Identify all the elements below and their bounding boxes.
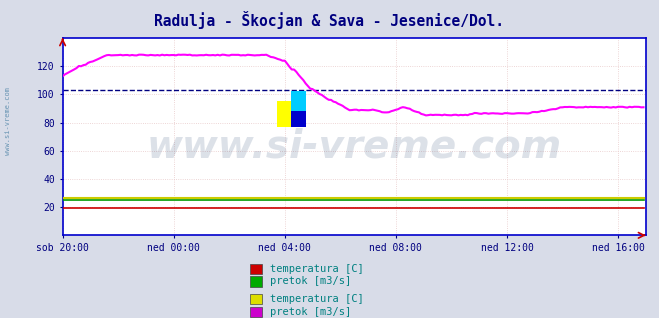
Text: pretok [m3/s]: pretok [m3/s] xyxy=(270,276,351,287)
Bar xyxy=(291,91,306,113)
Text: temperatura [C]: temperatura [C] xyxy=(270,294,364,304)
Text: temperatura [C]: temperatura [C] xyxy=(270,264,364,274)
Text: Radulja - Škocjan & Sava - Jesenice/Dol.: Radulja - Škocjan & Sava - Jesenice/Dol. xyxy=(154,11,505,29)
Bar xyxy=(277,101,291,127)
Text: www.si-vreme.com: www.si-vreme.com xyxy=(5,87,11,155)
Text: www.si-vreme.com: www.si-vreme.com xyxy=(146,128,562,166)
Text: pretok [m3/s]: pretok [m3/s] xyxy=(270,307,351,317)
Bar xyxy=(291,111,306,127)
